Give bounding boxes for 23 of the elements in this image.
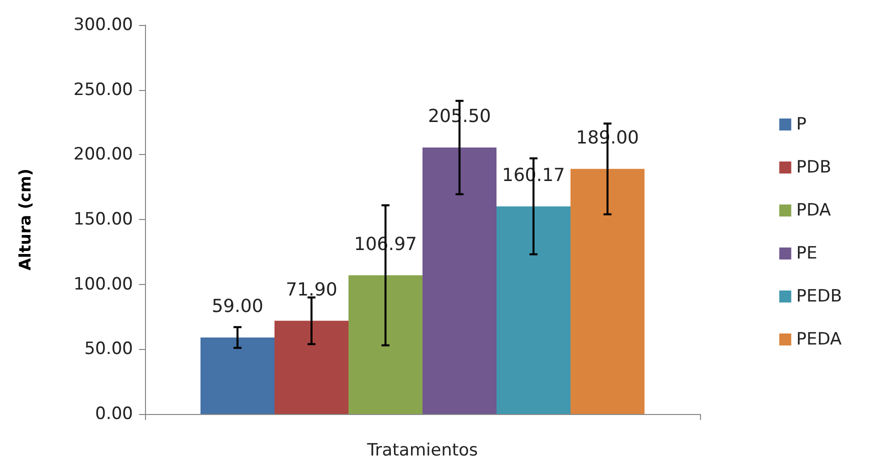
data-label: 59.00: [212, 296, 264, 317]
y-tick-label: 100.00: [74, 274, 133, 294]
bar: [200, 337, 274, 414]
data-label: 71.90: [286, 279, 338, 300]
legend-label: PEDA: [796, 330, 842, 350]
legend-label: P: [796, 114, 807, 134]
y-tick-label: 0.00: [95, 404, 133, 424]
x-axis-title: Tratamientos: [366, 440, 478, 460]
y-tick-label: 300.00: [74, 15, 133, 35]
y-tick-label: 250.00: [74, 80, 133, 100]
y-tick-label: 150.00: [74, 210, 133, 230]
bar: [348, 275, 422, 414]
bar: [274, 320, 348, 414]
legend-label: PEDB: [796, 286, 842, 306]
legend-label: PDA: [796, 200, 832, 220]
bar: [496, 206, 570, 414]
legend-label: PDB: [796, 158, 832, 178]
y-axis-title: Altura (cm): [16, 168, 34, 270]
y-tick-label: 200.00: [74, 144, 133, 165]
bar: [422, 148, 496, 414]
y-tick-label: 50.00: [84, 339, 133, 360]
bar: [570, 168, 644, 414]
legend-label: PE: [796, 244, 818, 264]
